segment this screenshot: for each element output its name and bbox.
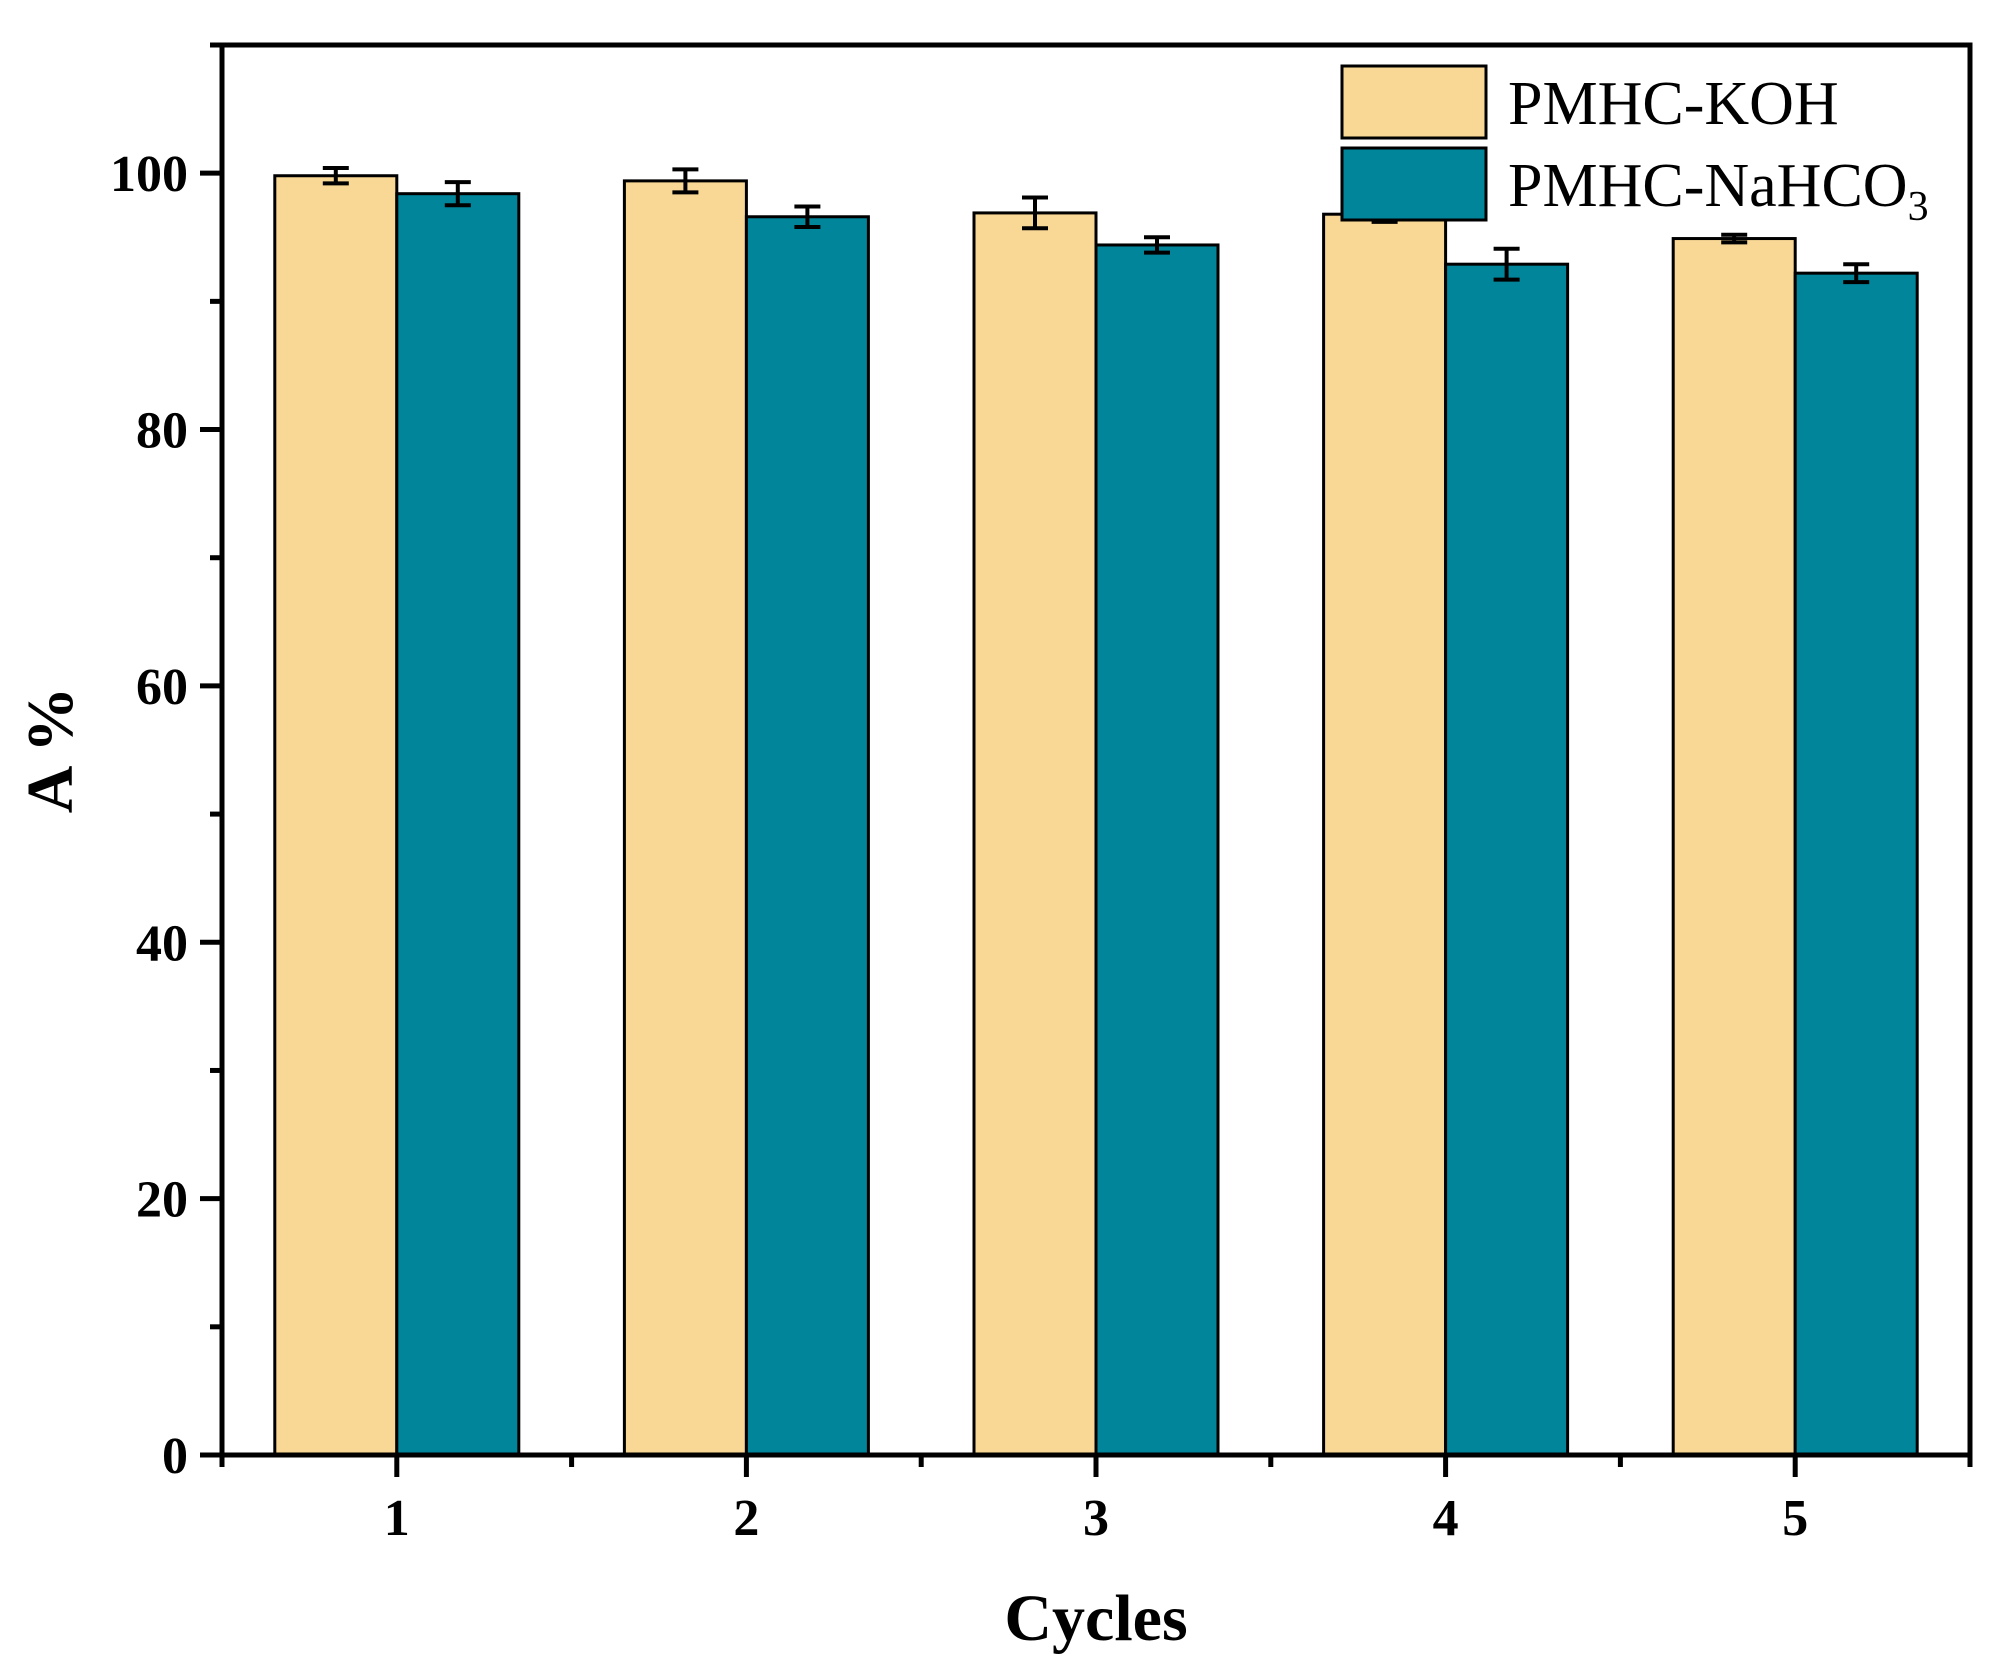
legend-item-pmhc-koh: PMHC-KOH <box>1340 64 1839 140</box>
y-tick-label-80: 80 <box>136 403 188 460</box>
bar-pmhc-nahco3-cycle-1 <box>395 192 521 1457</box>
error-bar-pmhc-nahco3-cycle-3 <box>1144 235 1170 255</box>
error-bar-pmhc-nahco3-cycle-1 <box>444 180 471 208</box>
bar-pmhc-nahco3-cycle-3 <box>1094 243 1220 1457</box>
legend: PMHC-KOH PMHC-NaHCO3 <box>1340 64 1929 230</box>
bar-pmhc-nahco3-cycle-2 <box>744 215 870 1457</box>
y-axis-title: A % <box>14 687 87 814</box>
y-tick-label-0: 0 <box>162 1428 188 1485</box>
error-bar-pmhc-nahco3-cycle-4 <box>1493 246 1520 282</box>
bar-pmhc-koh-cycle-5 <box>1671 237 1797 1457</box>
error-bar-pmhc-nahco3-cycle-2 <box>794 204 821 230</box>
x-tick-label-1: 1 <box>384 1490 410 1547</box>
bar-pmhc-koh-cycle-2 <box>622 179 748 1457</box>
y-tick-label-60: 60 <box>136 659 188 716</box>
bar-pmhc-koh-cycle-4 <box>1322 212 1448 1457</box>
x-tick-label-5: 5 <box>1782 1490 1808 1547</box>
y-tick-label-100: 100 <box>110 146 188 203</box>
legend-swatch <box>1340 64 1488 140</box>
legend-item-pmhc-nahco3: PMHC-NaHCO3 <box>1340 146 1929 230</box>
axis-layer: 0 20 40 60 80 100 1 2 3 4 5 <box>110 42 1973 1547</box>
error-bar-pmhc-nahco3-cycle-5 <box>1843 262 1870 285</box>
y-tick-label-40: 40 <box>136 915 188 972</box>
error-bar-pmhc-koh-cycle-2 <box>672 167 699 195</box>
error-bar-pmhc-koh-cycle-5 <box>1721 232 1748 245</box>
legend-label: PMHC-KOH <box>1508 70 1839 138</box>
x-tick-label-2: 2 <box>733 1490 759 1547</box>
x-tick-label-3: 3 <box>1083 1490 1109 1547</box>
bars-layer <box>273 174 1919 1457</box>
x-axis-title: Cycles <box>1004 1582 1187 1655</box>
bar-pmhc-nahco3-cycle-5 <box>1793 271 1919 1457</box>
x-tick-label-4: 4 <box>1433 1490 1459 1547</box>
error-bars-layer <box>322 166 1870 285</box>
bar-pmhc-nahco3-cycle-4 <box>1444 262 1570 1457</box>
legend-swatch <box>1340 146 1488 222</box>
y-tick-label-20: 20 <box>136 1172 188 1229</box>
legend-label: PMHC-NaHCO3 <box>1508 152 1929 230</box>
bar-pmhc-koh-cycle-3 <box>972 211 1098 1457</box>
error-bar-pmhc-koh-cycle-3 <box>1022 195 1048 231</box>
error-bar-pmhc-koh-cycle-1 <box>322 166 349 186</box>
bar-pmhc-koh-cycle-1 <box>273 174 399 1457</box>
